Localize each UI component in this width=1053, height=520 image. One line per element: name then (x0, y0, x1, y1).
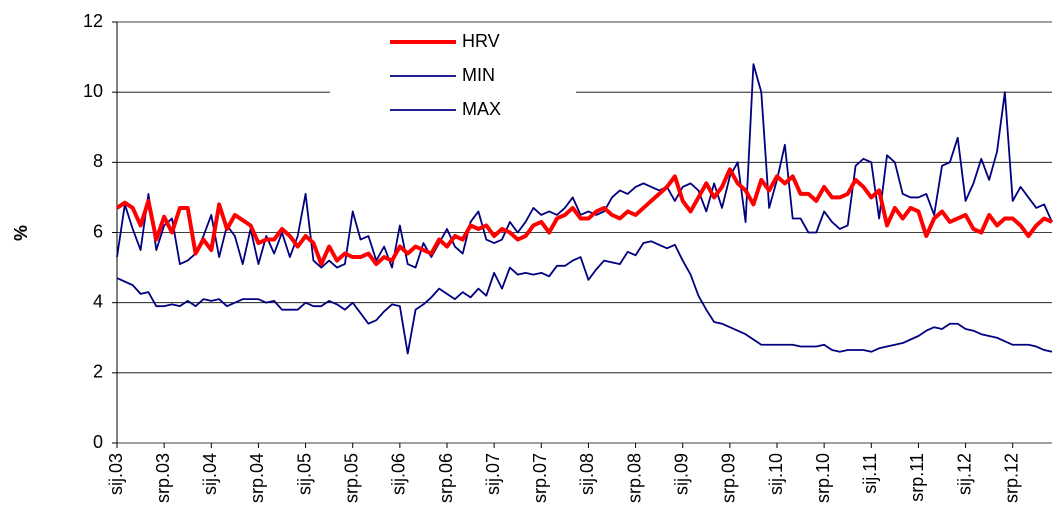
x-tick-label: sij.11 (860, 453, 880, 494)
x-tick-label: sij.10 (766, 453, 786, 495)
x-tick-label: srp.09 (719, 453, 739, 503)
legend-label: MIN (462, 65, 495, 85)
y-tick-label: 8 (93, 151, 103, 171)
y-tick-label: 10 (83, 81, 103, 101)
legend-label: HRV (462, 31, 500, 51)
x-tick-label: sij.09 (671, 453, 691, 495)
x-tick-label: srp.06 (436, 453, 456, 503)
y-tick-label: 0 (93, 432, 103, 452)
x-tick-label: srp.04 (247, 453, 267, 503)
line-series (115, 167, 1053, 267)
x-tick-label: sij.06 (389, 453, 409, 495)
x-tick-label: srp.05 (341, 453, 361, 503)
x-tick-label: sij.07 (483, 453, 503, 495)
x-tick-label: srp.12 (1001, 453, 1021, 503)
x-tick-label: sij.12 (954, 453, 974, 495)
x-tick-label: srp.03 (153, 453, 173, 503)
x-tick-label: sij.04 (200, 453, 220, 495)
y-axis-label: % (11, 225, 31, 241)
x-tick-label: srp.08 (624, 453, 644, 503)
x-tick-label: srp.11 (907, 453, 927, 502)
y-tick-label: 2 (93, 362, 103, 382)
x-tick-label: sij.03 (106, 453, 126, 495)
y-tick-label: 4 (93, 291, 103, 311)
y-tick-label: 12 (83, 11, 103, 31)
x-tick-label: sij.08 (577, 453, 597, 495)
line-series (116, 240, 1053, 355)
x-tick-label: sij.05 (294, 453, 314, 495)
x-tick-label: srp.07 (530, 453, 550, 503)
x-tick-label: srp.10 (813, 453, 833, 503)
y-tick-label: 6 (93, 221, 103, 241)
line-series (116, 63, 1053, 269)
legend-label: MAX (462, 99, 501, 119)
